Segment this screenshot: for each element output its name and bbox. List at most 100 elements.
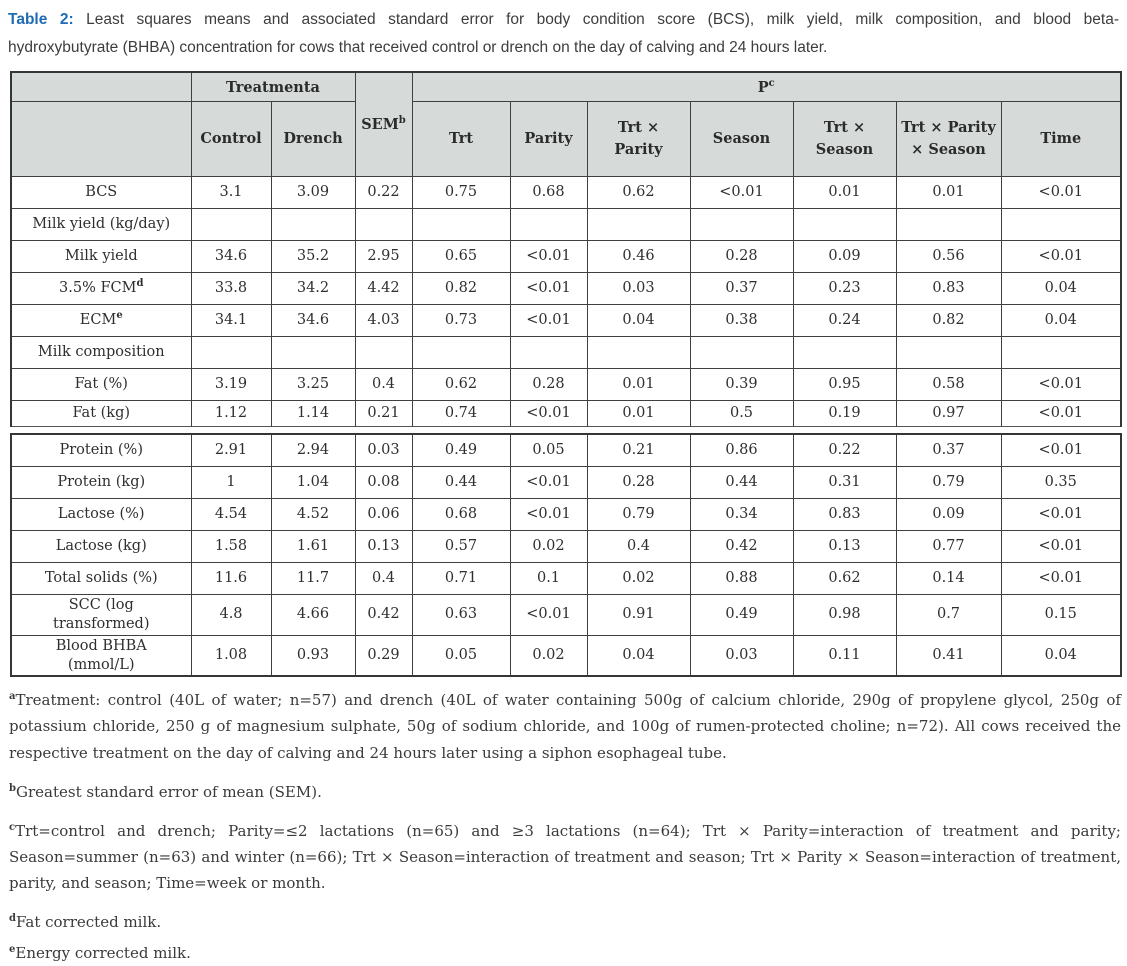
table-cell: 0.02: [586, 562, 691, 595]
table-cell: 0.62: [792, 562, 897, 595]
table-cell: [1000, 208, 1122, 241]
table-cell: 0.21: [586, 433, 691, 467]
table-cell: 1.04: [270, 466, 356, 499]
table-cell: 0.02: [509, 634, 588, 677]
table-cell: 0.05: [509, 433, 588, 467]
header-drench: Drench: [270, 101, 356, 177]
table-cell: 0.63: [411, 594, 511, 636]
table-cell: 0.57: [411, 530, 511, 563]
table-row: Protein (%) 2.91 2.94 0.03 0.49 0.05 0.21 0.86 0…: [10, 433, 1122, 467]
table-cell: <0.01: [509, 240, 588, 273]
table-cell: 0.04: [1000, 272, 1122, 305]
header-sem: SEMb: [354, 71, 413, 177]
table-cell: <0.01: [1000, 433, 1122, 467]
table-cell: 0.7: [895, 594, 1002, 636]
table-cell: 0.5: [689, 400, 794, 427]
table-cell: 0.98: [792, 594, 897, 636]
table-cell: 0.15: [1000, 594, 1122, 636]
table-row: Lactose (%) 4.54 4.52 0.06 0.68 <0.01 0.79 0.34…: [10, 498, 1122, 531]
table-cell: 2.91: [190, 433, 272, 467]
table-cell: [689, 208, 794, 241]
table-cell: 0.04: [586, 304, 691, 337]
table-cell: <0.01: [1000, 176, 1122, 209]
table-header: Treatmenta SEMb Pc Control Drench Trt Pa…: [10, 71, 1122, 177]
header-trt-x-parity: Trt × Parity: [586, 101, 691, 177]
footnote-a: aTreatment: control (40L of water; n=57)…: [9, 691, 1121, 762]
header-treatment-group: Treatmenta: [190, 71, 356, 102]
footnote-e: eEnergy corrected milk.: [9, 944, 191, 963]
table-row: Milk yield 34.6 35.2 2.95 0.65 <0.01 0.46 0.28 0…: [10, 240, 1122, 273]
caption-text-2: hydroxybutyrate (BHBA) concentration for…: [8, 39, 828, 56]
table-cell: 4.54: [190, 498, 272, 531]
table-cell: [354, 208, 413, 241]
row-label: Milk yield (kg/day): [10, 208, 192, 241]
table-row: Fat (kg) 1.12 1.14 0.21 0.74 <0.01 0.01 0.5 0.19…: [10, 400, 1122, 427]
table-cell: 11.7: [270, 562, 356, 595]
table-cell: <0.01: [1000, 400, 1122, 427]
table-cell: 0.11: [792, 634, 897, 677]
header-empty-cell: [10, 71, 192, 102]
row-label: Fat (%): [10, 368, 192, 401]
table-cell: 0.62: [586, 176, 691, 209]
table-cell: 0.77: [895, 530, 1002, 563]
table-cell: 0.4: [354, 368, 413, 401]
table-cell: 0.83: [792, 498, 897, 531]
row-label: 3.5% FCMd: [10, 272, 192, 305]
table-cell: [411, 336, 511, 369]
table-cell: <0.01: [1000, 498, 1122, 531]
table-cell: 0.42: [689, 530, 794, 563]
table-cell: 0.09: [792, 240, 897, 273]
table-cell: <0.01: [509, 466, 588, 499]
table-cell: 0.38: [689, 304, 794, 337]
table-cell: 4.8: [190, 594, 272, 636]
table-cell: 0.06: [354, 498, 413, 531]
row-label: Milk composition: [10, 336, 192, 369]
table-cell: 0.01: [895, 176, 1002, 209]
table-cell: <0.01: [689, 176, 794, 209]
table-cell: 33.8: [190, 272, 272, 305]
table-cell: 0.91: [586, 594, 691, 636]
table-cell: 0.13: [354, 530, 413, 563]
table-cell: 0.4: [586, 530, 691, 563]
table-cell: 0.28: [586, 466, 691, 499]
caption-label: Table 2:: [8, 11, 74, 28]
table-cell: 0.21: [354, 400, 413, 427]
table-cell: [270, 208, 356, 241]
table-cell: [586, 336, 691, 369]
header-time: Time: [1000, 101, 1122, 177]
table-row: Blood BHBA (mmol/L) 1.08 0.93 0.29 0.05 0.02 0.…: [10, 634, 1122, 677]
table-cell: <0.01: [1000, 562, 1122, 595]
row-label: ECMe: [10, 304, 192, 337]
table-cell: 2.95: [354, 240, 413, 273]
table-cell: [586, 208, 691, 241]
header-trt: Trt: [411, 101, 511, 177]
table-cell: 0.03: [689, 634, 794, 677]
table-cell: [689, 336, 794, 369]
table-cell: 1.14: [270, 400, 356, 427]
header-control: Control: [190, 101, 272, 177]
footnote-d: dFat corrected milk.: [9, 913, 162, 932]
table-cell: 0.75: [411, 176, 511, 209]
table-cell: 1.12: [190, 400, 272, 427]
table-cell: 1.58: [190, 530, 272, 563]
row-label: Fat (kg): [10, 400, 192, 427]
table-cell: 0.09: [895, 498, 1002, 531]
table-cell: 0.19: [792, 400, 897, 427]
table-cell: 0.56: [895, 240, 1002, 273]
header-p-group: Pc: [411, 71, 1122, 102]
table-cell: 0.68: [411, 498, 511, 531]
table-cell: 0.04: [1000, 634, 1122, 677]
row-label: SCC (log transformed): [10, 594, 192, 636]
table-cell: 0.37: [895, 433, 1002, 467]
footnote-b: bGreatest standard error of mean (SEM).: [9, 782, 322, 801]
table-cell: 4.52: [270, 498, 356, 531]
table-row: 3.5% FCMd 33.8 34.2 4.42 0.82 <0.01 0.03 0.37 0.…: [10, 272, 1122, 305]
table-cell: 3.25: [270, 368, 356, 401]
table-cell: [411, 208, 511, 241]
table-cell: <0.01: [509, 594, 588, 636]
row-label: Lactose (kg): [10, 530, 192, 563]
table-cell: 1.08: [190, 634, 272, 677]
table-cell: 0.58: [895, 368, 1002, 401]
table-cell: 0.03: [586, 272, 691, 305]
table-row: Milk composition: [10, 336, 1122, 369]
